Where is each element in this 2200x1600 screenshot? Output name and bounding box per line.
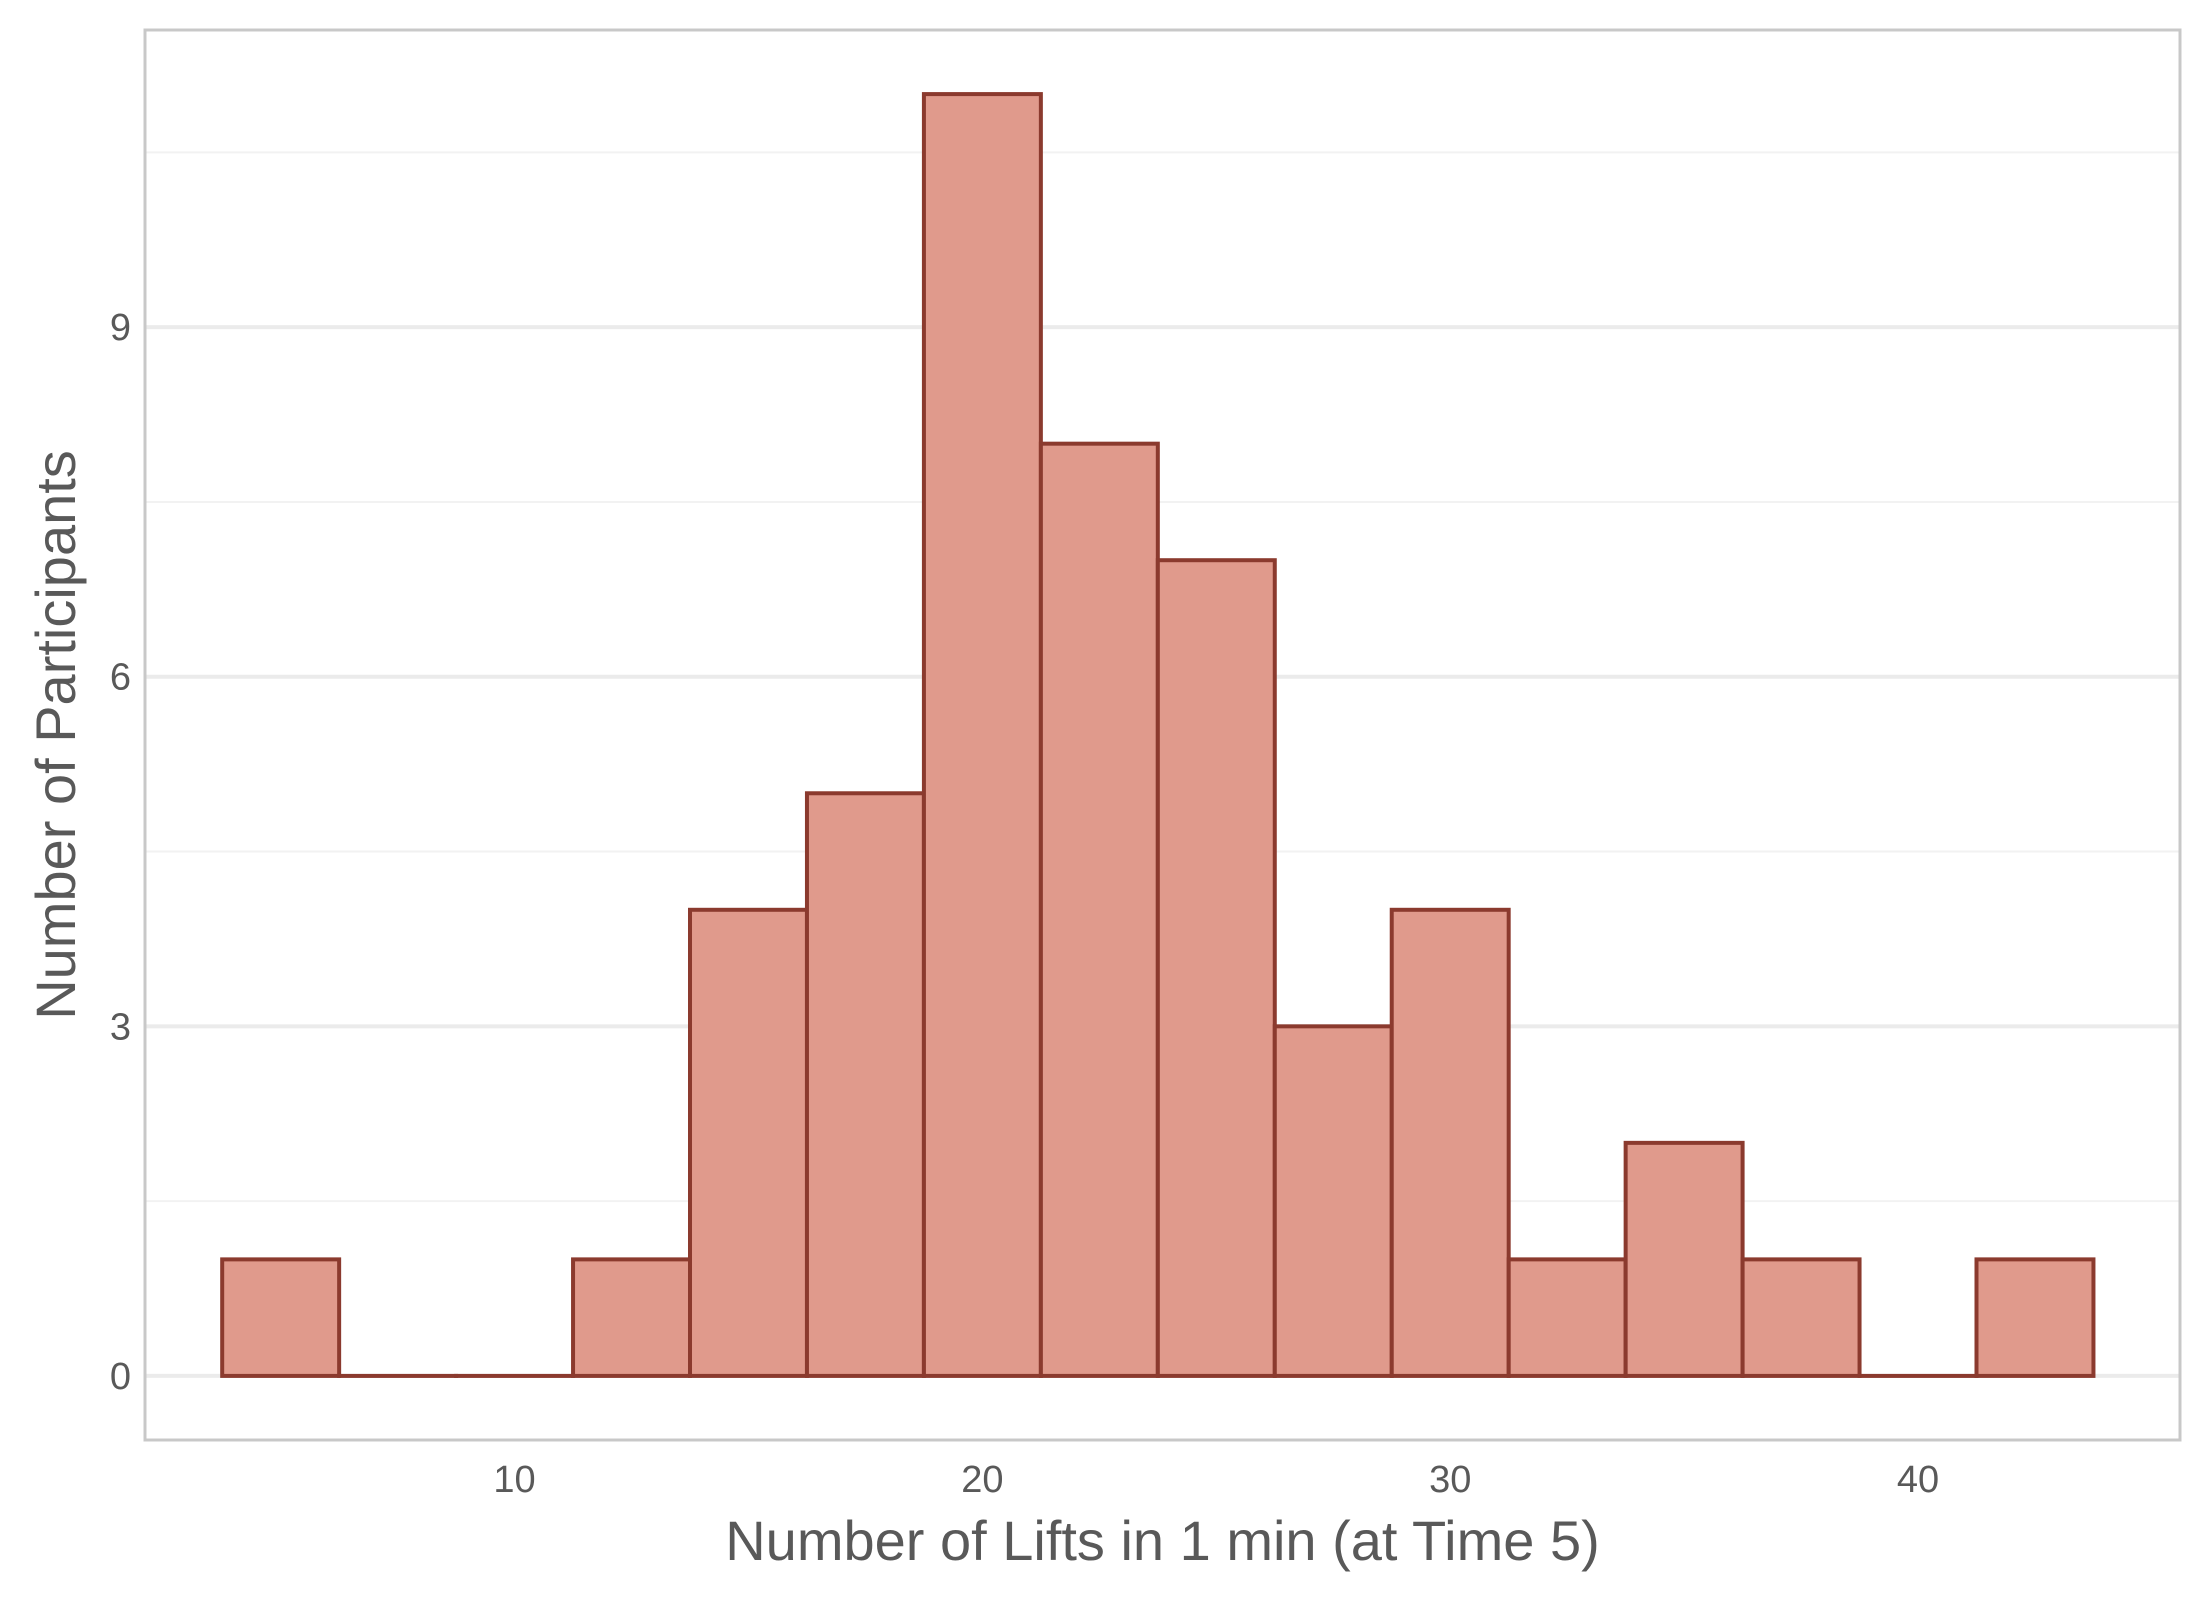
y-tick-label: 3	[110, 1006, 131, 1048]
histogram-bar	[1389, 907, 1511, 1378]
histogram-bar	[1038, 441, 1160, 1378]
x-tick-labels: 10 20 30 40	[493, 1459, 1939, 1501]
histogram-bar	[688, 907, 809, 1378]
y-axis-title: Number of Participants	[24, 450, 87, 1020]
bars-layer	[220, 92, 2096, 1378]
x-tick-label: 40	[1897, 1459, 1939, 1501]
x-tick-label: 30	[1429, 1459, 1471, 1501]
y-tick-label: 9	[110, 307, 131, 349]
y-tick-label: 6	[110, 657, 131, 699]
x-tick-label: 10	[493, 1459, 535, 1501]
x-tick-label: 20	[961, 1459, 1003, 1501]
histogram-bar	[1740, 1257, 1862, 1378]
x-axis-title: Number of Lifts in 1 min (at Time 5)	[725, 1509, 1600, 1572]
histogram-bar	[921, 92, 1043, 1378]
histogram-bar	[1506, 1257, 1628, 1378]
panel-border	[143, 28, 2182, 1442]
histogram-bar	[1623, 1140, 1745, 1378]
histogram-bar	[1272, 1024, 1394, 1378]
y-tick-label: 0	[110, 1356, 131, 1398]
histogram-bar	[571, 1257, 693, 1378]
histogram-bar	[804, 791, 926, 1378]
histogram-bar	[1155, 558, 1277, 1378]
histogram-bar	[220, 1257, 342, 1378]
y-tick-labels: 0 3 6 9	[110, 307, 131, 1398]
histogram-bar	[1974, 1257, 2096, 1378]
